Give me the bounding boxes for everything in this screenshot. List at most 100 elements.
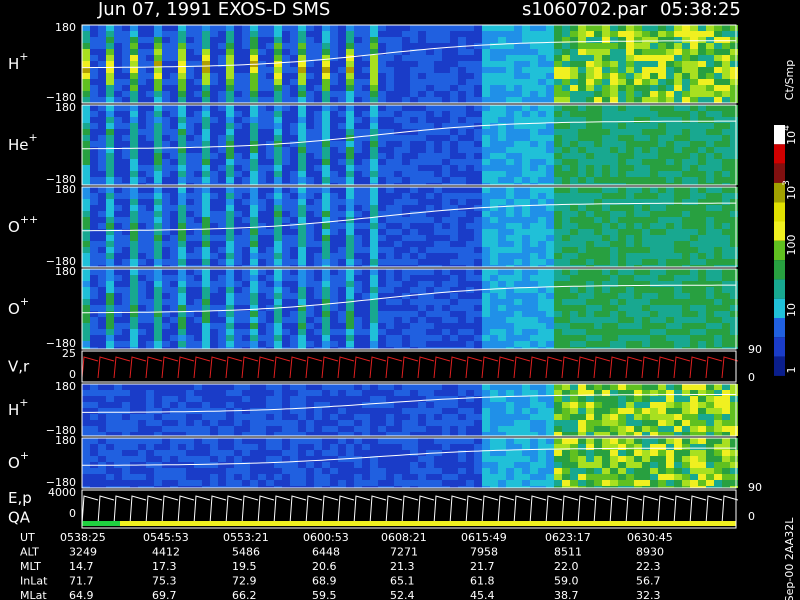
spectrogram-cell [114,79,122,85]
spectrogram-cell [298,153,306,159]
spectrogram-cell [90,408,98,414]
spectrogram-cell [106,117,114,123]
spectrogram-cell [402,111,410,117]
spectrogram-cell [138,111,146,117]
spectrogram-cell [490,159,498,165]
spectrogram-cell [450,269,458,275]
spectrogram-cell [362,25,370,31]
spectrogram-cell [642,97,650,103]
spectrogram-cell [266,43,274,49]
spectrogram-cell [538,123,546,129]
spectrogram-cell [290,61,298,67]
spectrogram-cell [282,67,290,73]
spectrogram-cell [730,247,738,253]
spectrogram-cell [618,37,626,43]
spectrogram-cell [714,177,722,183]
spectrogram-cell [642,269,650,275]
spectrogram-cell [202,199,210,205]
spectrogram-cell [482,281,490,287]
spectrogram-cell [250,43,258,49]
spectrogram-cell [482,269,490,275]
spectrogram-cell [554,293,562,299]
spectrogram-cell [386,211,394,217]
spectrogram-cell [370,384,378,390]
spectrogram-cell [450,229,458,235]
spectrogram-cell [274,293,282,299]
spectrogram-cell [394,396,402,402]
spectrogram-cell [370,129,378,135]
spectrogram-cell [706,85,714,91]
spectrogram-cell [98,193,106,199]
spectrogram-cell [90,135,98,141]
spectrogram-cell [610,171,618,177]
spectrogram-cell [602,135,610,141]
spectrogram-cell [298,223,306,229]
spectrogram-cell [714,49,722,55]
spectrogram-cell [378,281,386,287]
spectrogram-cell [514,259,522,265]
spectrogram-cell [378,275,386,281]
spectrogram-cell [194,217,202,223]
spectrogram-cell [658,105,666,111]
spectrogram-cell [122,55,130,61]
spectrogram-cell [194,97,202,103]
spectrogram-cell [242,37,250,43]
spectrogram-cell [666,165,674,171]
spectrogram-cell [626,111,634,117]
spectrogram-cell [562,183,570,185]
spectrogram-cell [330,117,338,123]
spectrogram-cell [194,177,202,183]
spectrogram-cell [538,259,546,265]
spectrogram-cell [402,153,410,159]
spectrogram-cell [154,129,162,135]
spectrogram-cell [450,241,458,247]
spectrogram-cell [546,73,554,79]
spectrogram-cell [434,414,442,420]
spectrogram-cell [722,171,730,177]
spectrogram-cell [370,193,378,199]
spectrogram-cell [210,171,218,177]
spectrogram-cell [666,25,674,31]
spectrogram-cell [274,67,282,73]
spectrogram-cell [218,129,226,135]
spectrogram-cell [330,341,338,347]
spectrogram-cell [162,105,170,111]
spectrogram-cell [618,299,626,305]
spectrogram-cell [482,43,490,49]
spectrogram-cell [682,223,690,229]
spectrogram-cell [170,171,178,177]
spectrogram-cell [490,171,498,177]
spectrogram-cell [498,241,506,247]
spectrogram-cell [258,241,266,247]
spectrogram-cell [154,117,162,123]
spectrogram-cell [602,159,610,165]
spectrogram-cell [186,199,194,205]
spectrogram-cell [186,275,194,281]
spectrogram-cell [218,49,226,55]
spectrogram-cell [474,241,482,247]
spectrogram-cell [170,177,178,183]
spectrogram-cell [610,49,618,55]
spectrogram-cell [242,311,250,317]
spectrogram-cell [674,123,682,129]
spectrogram-cell [450,217,458,223]
spectrogram-cell [130,402,138,408]
spectrogram-cell [402,402,410,408]
spectrogram-cell [602,25,610,31]
spectrogram-cell [498,335,506,341]
spectrogram-cell [562,177,570,183]
spectrogram-cell [418,426,426,432]
spectrogram-cell [610,165,618,171]
spectrogram-cell [282,384,290,390]
spectrogram-cell [458,408,466,414]
spectrogram-cell [242,205,250,211]
spectrogram-cell [202,111,210,117]
spectrogram-cell [690,211,698,217]
spectrogram-cell [146,159,154,165]
spectrogram-cell [466,183,474,185]
spectrogram-cell [338,43,346,49]
spectrogram-cell [570,341,578,347]
spectrogram-cell [394,183,402,185]
spectrogram-cell [698,85,706,91]
spectrogram-cell [394,153,402,159]
